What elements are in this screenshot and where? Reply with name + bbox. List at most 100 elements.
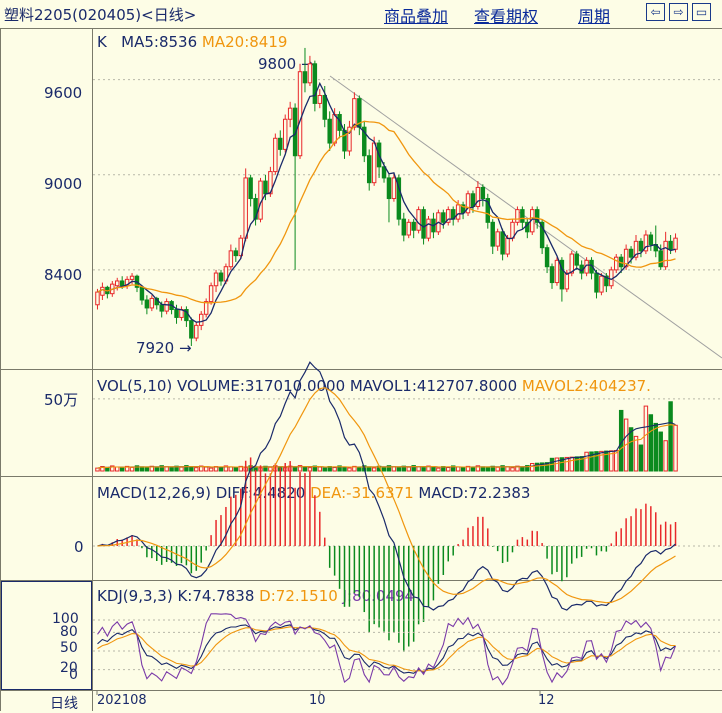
candle-body xyxy=(243,177,248,239)
vol-label: VOL(5,10) xyxy=(97,377,173,395)
volume-bar xyxy=(539,462,545,472)
volume-bar xyxy=(520,466,525,472)
candle-body xyxy=(159,304,164,312)
volume-bar xyxy=(599,450,604,472)
candle-body xyxy=(441,212,446,223)
candle-body xyxy=(648,234,654,246)
candle-body xyxy=(515,209,520,223)
candle-body xyxy=(544,247,550,268)
candle-body xyxy=(238,237,243,257)
volume-bar xyxy=(574,456,579,472)
candle-body xyxy=(253,198,258,220)
volume-bar xyxy=(579,456,584,472)
candle-body xyxy=(317,94,323,104)
volume-bar xyxy=(134,465,140,472)
volume-value: VOLUME:317010.0000 xyxy=(177,377,346,395)
volume-bar xyxy=(530,463,535,472)
mavol2-value: MAVOL2:404237. xyxy=(521,377,651,395)
candle-body xyxy=(455,204,461,220)
expand-icon[interactable]: ▭ xyxy=(692,3,711,21)
volume-bar xyxy=(238,465,243,472)
volume-bar xyxy=(411,465,416,472)
volume-bar xyxy=(332,467,337,472)
candle-body xyxy=(386,177,392,200)
volume-bar xyxy=(357,466,362,472)
vol-y-tick: 50万 xyxy=(44,391,79,409)
corner-box xyxy=(1,581,92,690)
ma5-line xyxy=(97,81,676,323)
volume-bar xyxy=(105,467,110,472)
d-line xyxy=(97,626,676,672)
volume-bar xyxy=(653,422,658,472)
volume-bar xyxy=(426,465,431,472)
candle-body xyxy=(539,221,545,249)
candle-body xyxy=(426,218,431,239)
candle-body xyxy=(198,313,204,326)
candle-body xyxy=(401,218,407,236)
volume-bar xyxy=(228,466,234,472)
y-tick-9600: 9600 xyxy=(44,84,83,102)
next-icon[interactable]: ⇨ xyxy=(669,3,688,21)
candle-body xyxy=(604,275,609,287)
volume-bar xyxy=(648,414,654,472)
candle-body xyxy=(475,186,481,207)
candle-body xyxy=(668,240,673,250)
kdj-y-tick-0: 0 xyxy=(69,667,78,683)
candle-body xyxy=(302,71,308,84)
candle-body xyxy=(342,129,347,152)
view-options-link[interactable]: 查看期权 xyxy=(474,7,539,26)
mavol1-value: MAVOL1:412707.8000 xyxy=(349,377,518,395)
volume-bar xyxy=(337,465,342,472)
candle-body xyxy=(194,324,199,339)
volume-bar xyxy=(589,451,594,472)
kdj-y-tick-80: 80 xyxy=(60,624,78,640)
candle-body xyxy=(495,231,500,247)
candle-body xyxy=(391,177,397,200)
candle-body xyxy=(534,209,540,223)
j-line xyxy=(97,613,677,686)
volume-bar xyxy=(475,465,481,472)
volume-bar xyxy=(470,466,476,472)
volume-bar xyxy=(129,466,135,472)
volume-bar xyxy=(534,462,540,472)
candle-body xyxy=(95,291,100,306)
candle-body xyxy=(673,237,678,250)
volume-bar xyxy=(169,467,174,472)
candle-body xyxy=(421,209,426,239)
macd-value: MACD:72.2383 xyxy=(418,484,531,502)
volume-bar xyxy=(144,467,150,472)
volume-bar xyxy=(668,401,673,472)
candle-body xyxy=(119,280,125,287)
candle-body xyxy=(337,114,342,131)
volume-bar xyxy=(450,465,456,472)
candle-body xyxy=(520,209,525,223)
candle-body xyxy=(643,234,649,252)
candle-body xyxy=(189,320,194,339)
volume-bar xyxy=(465,465,471,472)
macd-label: MACD(12,26,9) xyxy=(97,484,211,502)
volume-bar xyxy=(297,465,303,472)
candle-body xyxy=(129,275,135,280)
k-value: K:74.7838 xyxy=(177,587,255,605)
candle-body xyxy=(282,118,288,150)
candle-body xyxy=(149,297,155,309)
candle-body xyxy=(115,280,120,287)
candle-body xyxy=(322,94,327,120)
candle-body xyxy=(485,198,491,223)
candle-body xyxy=(564,272,570,290)
volume-bar xyxy=(189,466,194,472)
commodity-overlay-link[interactable]: 商品叠加 xyxy=(384,7,449,26)
period-link[interactable]: 周期 xyxy=(578,7,611,26)
candle-body xyxy=(549,266,555,284)
candle-body xyxy=(278,137,283,150)
volume-bar xyxy=(292,466,298,472)
y-tick-9000: 9000 xyxy=(44,175,83,193)
prev-icon[interactable]: ⇦ xyxy=(646,3,665,21)
candle-body xyxy=(638,240,644,252)
volume-bar xyxy=(416,466,421,472)
candle-body xyxy=(371,142,377,184)
candle-body xyxy=(327,118,332,144)
candle-body xyxy=(381,166,387,179)
x-tick-202108: 202108 xyxy=(97,693,147,708)
